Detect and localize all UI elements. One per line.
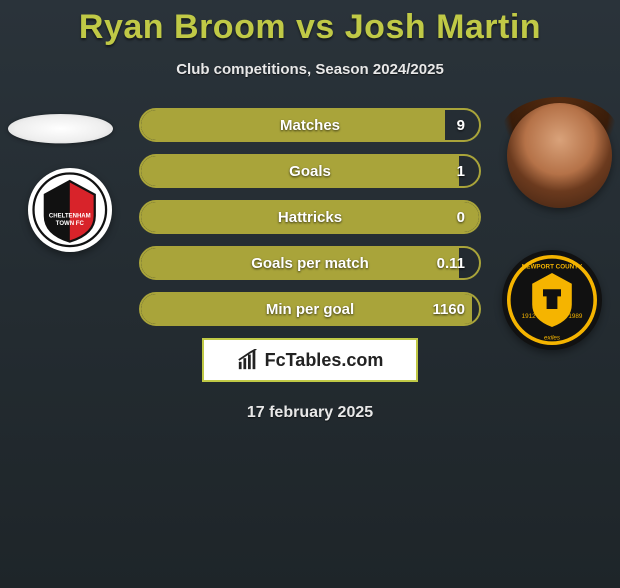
stat-label: Matches <box>141 110 479 140</box>
stat-value: 1160 <box>432 294 465 324</box>
stat-label: Min per goal <box>141 294 479 324</box>
page-title: Ryan Broom vs Josh Martin <box>0 8 620 47</box>
svg-text:1912: 1912 <box>522 313 537 320</box>
stat-bar: Goals per match0.11 <box>139 246 481 280</box>
svg-text:1989: 1989 <box>568 313 583 320</box>
stat-bar: Goals1 <box>139 154 481 188</box>
stat-bar: Hattricks0 <box>139 200 481 234</box>
svg-text:CHELTENHAM: CHELTENHAM <box>49 214 91 220</box>
stat-bars: Matches9Goals1Hattricks0Goals per match0… <box>139 108 481 326</box>
stat-value: 9 <box>457 110 465 140</box>
stat-bar: Min per goal1160 <box>139 292 481 326</box>
svg-text:NEWPORT COUNTY: NEWPORT COUNTY <box>522 264 583 271</box>
subtitle: Club competitions, Season 2024/2025 <box>0 61 620 78</box>
club-left-badge: CHELTENHAM TOWN FC <box>28 168 112 252</box>
stat-label: Goals per match <box>141 248 479 278</box>
stat-label: Hattricks <box>141 202 479 232</box>
stat-value: 0.11 <box>437 248 465 278</box>
player-right-avatar <box>507 103 612 208</box>
stat-bar: Matches9 <box>139 108 481 142</box>
svg-text:exiles: exiles <box>544 335 561 342</box>
stat-value: 1 <box>457 156 465 186</box>
stat-value: 0 <box>457 202 465 232</box>
brand-label: FcTables.com <box>265 350 384 371</box>
club-right-badge: NEWPORT COUNTY 1912 1989 exiles <box>502 250 602 350</box>
stat-label: Goals <box>141 156 479 186</box>
comparison-panel: CHELTENHAM TOWN FC NEWPORT COUNTY 1912 1… <box>0 108 620 422</box>
brand-chart-icon <box>237 349 259 371</box>
brand-badge: FcTables.com <box>202 338 418 382</box>
date-label: 17 february 2025 <box>0 404 620 422</box>
player-left-avatar <box>8 114 113 143</box>
svg-text:TOWN FC: TOWN FC <box>56 221 85 227</box>
